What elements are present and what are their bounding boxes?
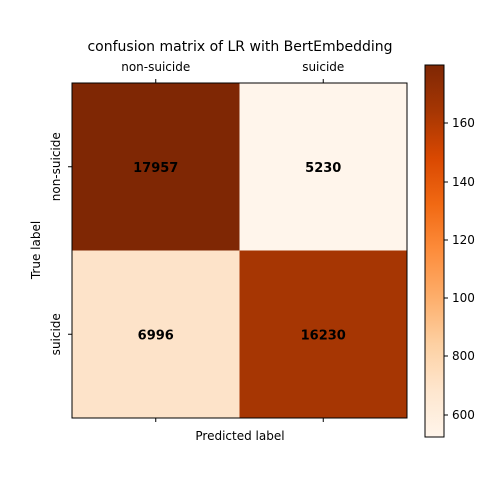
heatmap-cell	[72, 83, 240, 251]
x-tick-label: suicide	[302, 60, 344, 74]
heatmap-cell	[239, 83, 407, 251]
cell-value-label: 16230	[301, 328, 346, 343]
x-tick-label: non-suicide	[121, 60, 190, 74]
y-axis-ticks: non-suicide suicide	[49, 132, 72, 355]
colorbar-tick-label: 120	[452, 233, 475, 247]
y-tick-label: suicide	[49, 313, 63, 355]
colorbar-tick-label: 140	[452, 175, 475, 189]
cell-value-label: 5230	[305, 161, 341, 176]
colorbar-tick-label: 800	[452, 349, 475, 363]
colorbar-ticks: 600 800 100 120 140 160	[444, 116, 475, 422]
colorbar-tick-label: 160	[452, 116, 475, 130]
heatmap-cell	[239, 250, 407, 418]
x-axis-ticks: non-suicide suicide	[121, 60, 344, 422]
colorbar	[424, 64, 445, 438]
heatmap-cell	[72, 250, 240, 418]
cell-value-label: 17957	[133, 161, 178, 176]
colorbar-tick-label: 100	[452, 291, 475, 305]
y-axis-label: True label	[29, 221, 43, 280]
heatmap-cells	[72, 83, 407, 418]
cell-value-label: 6996	[138, 328, 174, 343]
heatmap-cell-labels: 17957 5230 6996 16230	[133, 161, 346, 344]
y-tick-label: non-suicide	[49, 132, 63, 201]
plot-frame	[71, 82, 408, 419]
x-axis-label: Predicted label	[195, 429, 284, 443]
colorbar-tick-label: 600	[452, 408, 475, 422]
chart-title: confusion matrix of LR with BertEmbeddin…	[87, 39, 392, 55]
